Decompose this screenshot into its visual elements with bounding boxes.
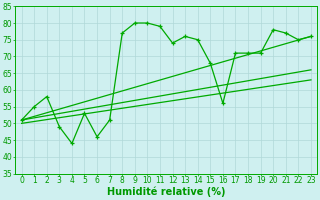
X-axis label: Humidité relative (%): Humidité relative (%) (107, 187, 226, 197)
